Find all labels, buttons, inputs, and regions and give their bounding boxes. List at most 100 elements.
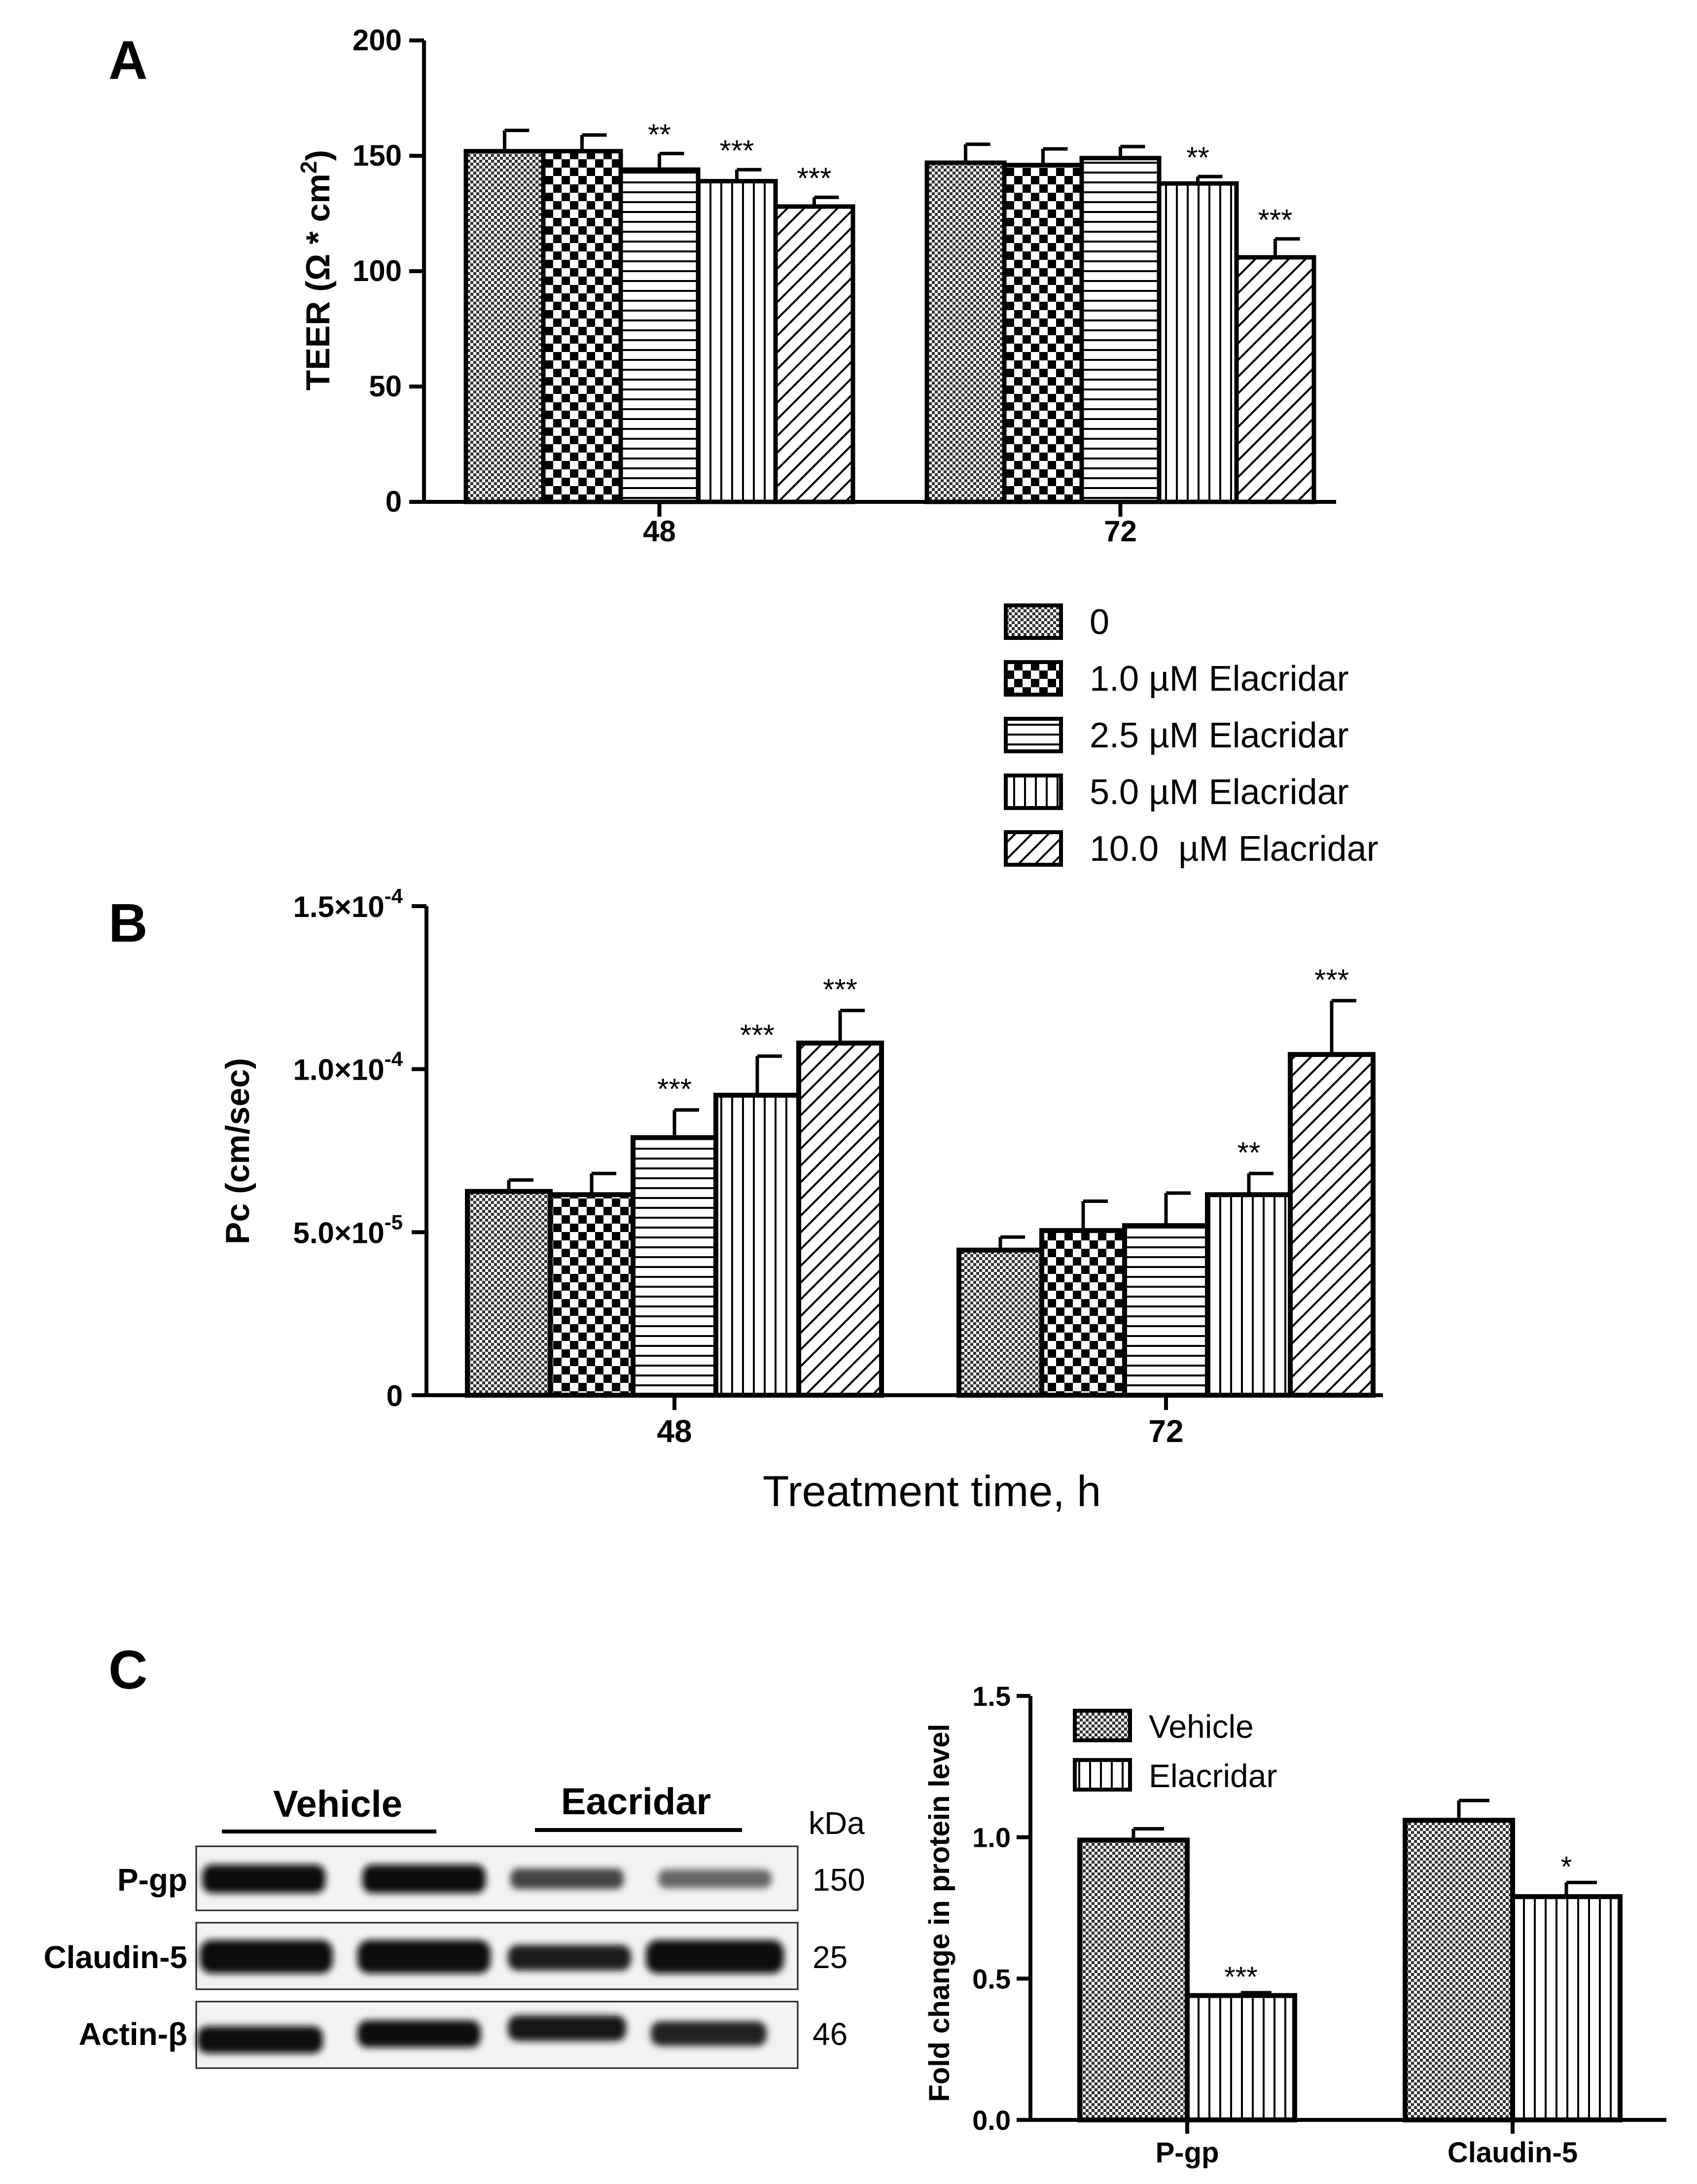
legend-entry-label: 0 [1090,602,1109,642]
blot-unit-label: kDa [809,1805,865,1841]
significance-label: ** [648,118,671,151]
y-tick-label: 0 [386,485,402,518]
bar [1205,1192,1293,1398]
x-tick-label: 72 [1104,515,1137,548]
significance-label: *** [1224,1961,1258,1993]
legend-swatch [1004,774,1063,810]
legend-entry-label: Vehicle [1149,1708,1254,1745]
x-tick-label: Claudin-5 [1448,2137,1578,2169]
significance-label: *** [823,973,857,1006]
blot-band [508,1945,631,1971]
bar [773,204,855,504]
panel-label-c: C [108,1640,147,1700]
significance-label: *** [719,134,754,167]
western-blot: Vehicle Eacridar kDa P-gp 150 Claudin-5 … [43,1781,865,2069]
legend-swatch [1004,717,1063,753]
x-tick-label: 72 [1148,1413,1183,1449]
bar [1185,1993,1297,2123]
bar [1077,1837,1190,2122]
significance-label: * [1561,1851,1572,1883]
significance-label: *** [1258,203,1292,236]
bar [1403,1818,1515,2122]
bar [956,1247,1044,1398]
blot-group-label-elacridar: Eacridar [561,1781,711,1823]
y-tick-label: 0.5 [972,1963,1011,1994]
blot-kda-label: 25 [813,1939,848,1975]
bar [1234,255,1316,504]
bar [1039,1228,1127,1398]
legend-entry-label: 1.0 µM Elacridar [1090,659,1349,699]
significance-label: *** [797,162,831,195]
legend-swatch [1073,1758,1132,1792]
bar [1288,1052,1376,1398]
panel-label-b: B [108,893,147,953]
y-tick-label: 50 [369,370,402,403]
blot-kda-label: 150 [813,1862,865,1898]
bar [713,1092,801,1398]
bar [924,160,1007,504]
legend-swatch [1004,830,1063,867]
bar [696,178,778,504]
bar [548,1192,636,1398]
blot-band [658,1869,772,1888]
y-tick-label: 1.0 [972,1822,1011,1853]
blot-protein-label: P-gp [117,1862,187,1898]
legend-entry-label: 2.5 µM Elacridar [1090,716,1349,755]
bar [618,167,701,504]
y-axis-label: Fold change in protein level [923,1724,955,2102]
bar [631,1135,718,1398]
bar [1002,163,1084,504]
y-tick-label: 0.0 [972,2105,1011,2136]
legend-elacridar: 0 1.0 µM Elacridar 2.5 µM Elacridar 5.0 … [1004,602,1379,869]
y-tick-label: 1.5 [972,1681,1011,1712]
x-axis-label: Treatment time, h [763,1467,1101,1515]
blot-band [651,2021,767,2046]
y-tick-label: 1.5×10-4 [293,884,403,923]
bar [796,1040,884,1398]
x-tick-label: 48 [657,1413,692,1449]
bar [1079,156,1162,504]
legend-swatch [1004,660,1063,697]
bar [465,1189,553,1398]
significance-label: ** [1186,141,1209,174]
legend-treatment: Vehicle Elacridar [1073,1708,1277,1794]
y-axis-label: Pc (cm/sec) [219,1058,256,1244]
blot-band [357,2020,481,2047]
significance-label: *** [1314,963,1349,996]
bar [1510,1894,1623,2122]
x-tick-label: 48 [643,515,676,548]
blot-band [646,1940,784,1973]
x-tick-label: P-gp [1156,2137,1219,2169]
blot-band [362,1865,486,1893]
blot-band [508,2015,626,2041]
legend-entry-label: 5.0 µM Elacridar [1090,773,1349,812]
blot-protein-label: Claudin-5 [43,1939,187,1975]
significance-label: *** [657,1072,692,1105]
blot-band [200,1940,333,1973]
y-axis-label: TEER (Ω * cm2) [296,150,337,390]
y-tick-label: 100 [353,254,402,287]
bar [1122,1223,1210,1398]
blot-kda-label: 46 [813,2016,848,2052]
y-tick-label: 150 [353,139,402,172]
blot-group-label-vehicle: Vehicle [273,1783,402,1825]
significance-label: ** [1237,1136,1261,1169]
legend-entry-label: 10.0 µM Elacridar [1090,829,1379,869]
bar [1157,181,1239,504]
blot-protein-label: Actin-β [79,2016,187,2052]
blot-band [510,1868,624,1889]
blot-band [202,1865,325,1893]
legend-entry-label: Elacridar [1149,1758,1277,1794]
legend-swatch [1073,1709,1132,1742]
y-tick-label: 5.0×10-5 [293,1210,403,1249]
bar [463,149,546,504]
legend-swatch [1004,603,1063,640]
bar [541,149,623,504]
chart-c-fold-change: *** P-gp * Claudin-5 0.0 0.5 1.0 1.5 Fold change… [923,1681,1666,2169]
blot-band [357,1940,491,1973]
chart-b-permeability: *********48*****7205.0×10-51.0×10-41.5×1… [219,884,1383,1515]
y-tick-label: 200 [353,24,402,57]
blot-band [197,2026,323,2053]
